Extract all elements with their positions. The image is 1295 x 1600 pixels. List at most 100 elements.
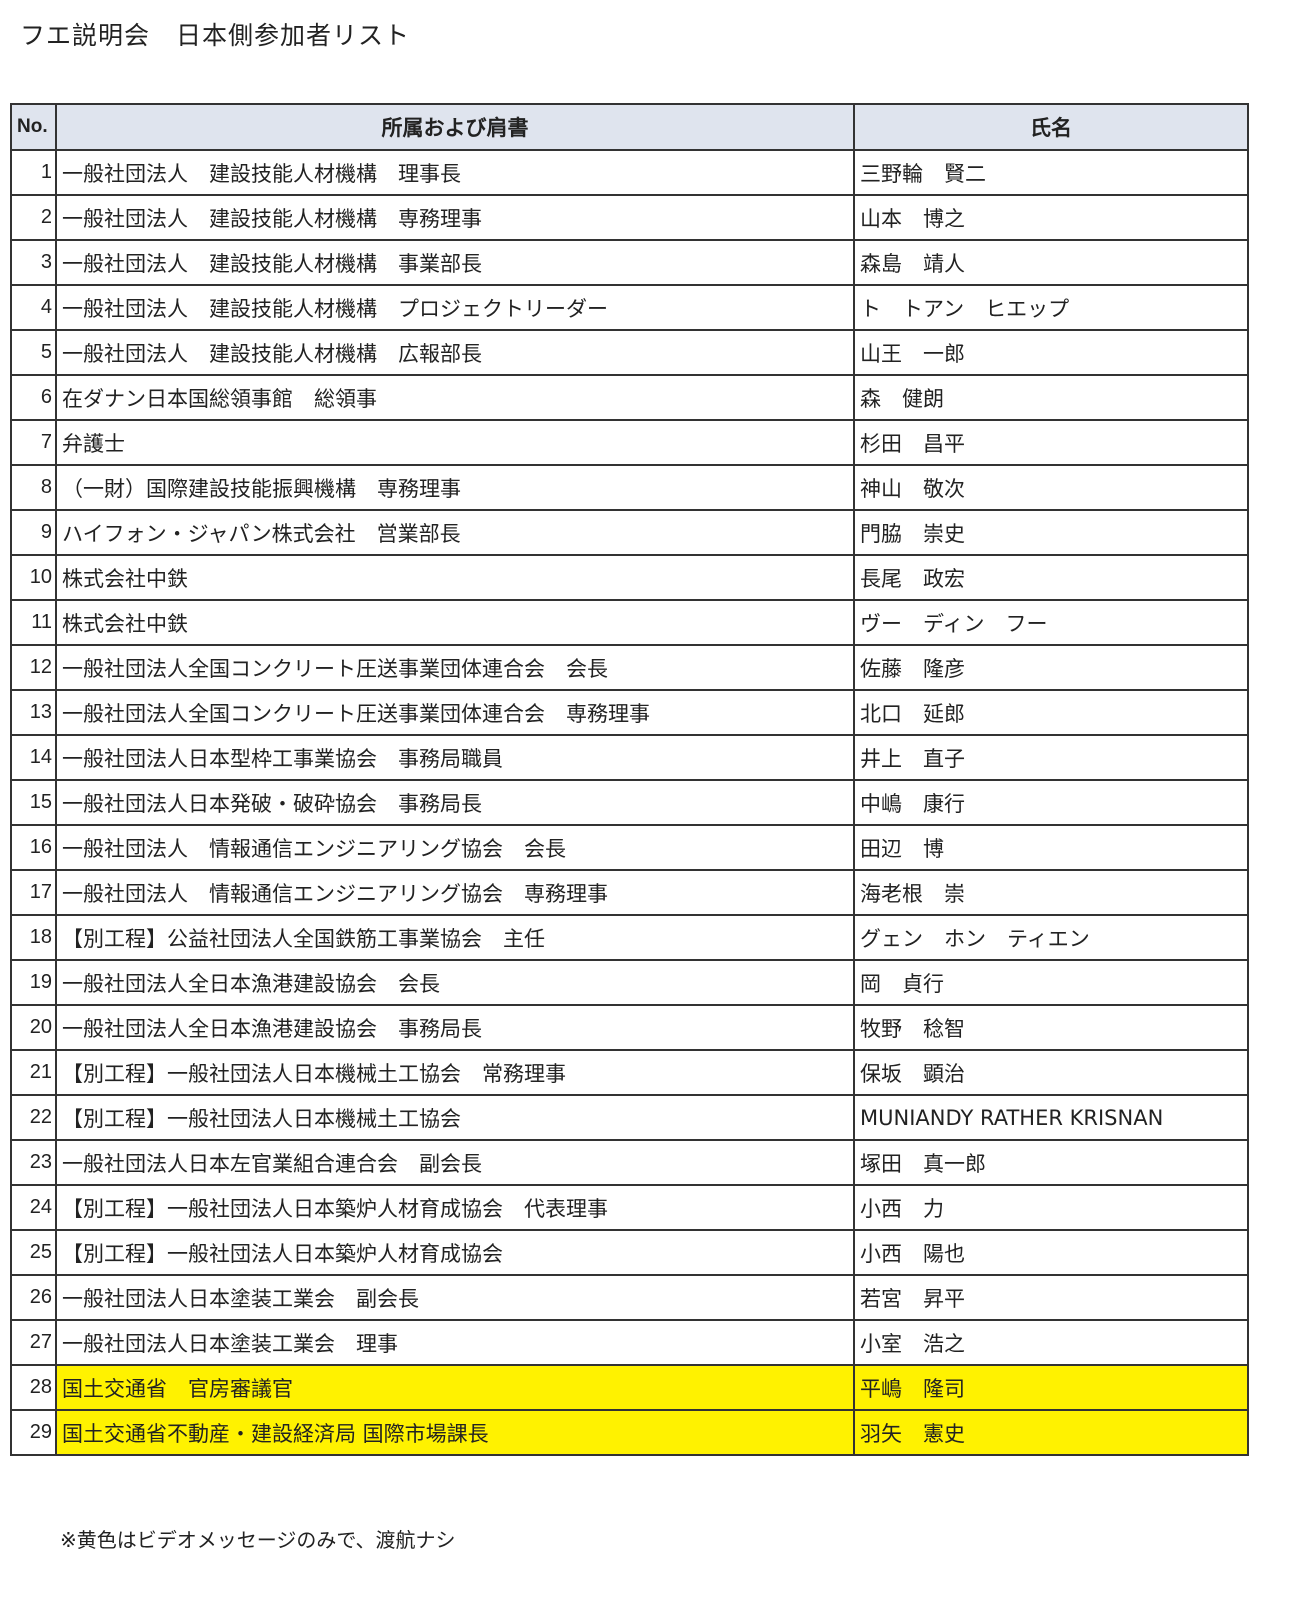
row-number: 9 <box>10 509 57 556</box>
table-row: 3 一般社団法人 建設技能人材機構 事業部長 森島 靖人 <box>10 239 1249 286</box>
row-name: 山王 一郎 <box>853 329 1249 376</box>
table-row: 11 株式会社中鉄 ヴー ディン フー <box>10 599 1249 646</box>
document-title: フエ説明会 日本側参加者リスト <box>20 21 411 50</box>
row-name: ヴー ディン フー <box>853 599 1249 646</box>
table-row: 13 一般社団法人全国コンクリート圧送事業団体連合会 専務理事 北口 延郎 <box>10 689 1249 736</box>
row-name: 三野輪 賢二 <box>853 149 1249 196</box>
table-row: 1 一般社団法人 建設技能人材機構 理事長 三野輪 賢二 <box>10 149 1249 196</box>
row-affiliation: 株式会社中鉄 <box>55 554 855 601</box>
row-number: 17 <box>10 869 57 916</box>
row-number: 25 <box>10 1229 57 1276</box>
row-affiliation: 一般社団法人 情報通信エンジニアリング協会 会長 <box>55 824 855 871</box>
row-name: 岡 貞行 <box>853 959 1249 1006</box>
row-affiliation: 【別工程】一般社団法人日本築炉人材育成協会 <box>55 1229 855 1276</box>
footnote: ※黄色はビデオメッセージのみで、渡航ナシ <box>60 1528 456 1552</box>
row-affiliation: 一般社団法人 建設技能人材機構 専務理事 <box>55 194 855 241</box>
row-name: 若宮 昇平 <box>853 1274 1249 1321</box>
row-number: 23 <box>10 1139 57 1186</box>
table-row: 12 一般社団法人全国コンクリート圧送事業団体連合会 会長 佐藤 隆彦 <box>10 644 1249 691</box>
row-affiliation: （一財）国際建設技能振興機構 専務理事 <box>55 464 855 511</box>
row-name: 山本 博之 <box>853 194 1249 241</box>
table-row: 10 株式会社中鉄 長尾 政宏 <box>10 554 1249 601</box>
table-row: 25 【別工程】一般社団法人日本築炉人材育成協会 小西 陽也 <box>10 1229 1249 1276</box>
header-affiliation: 所属および肩書 <box>55 103 855 151</box>
row-name: 北口 延郎 <box>853 689 1249 736</box>
row-name: 門脇 崇史 <box>853 509 1249 556</box>
row-name: 保坂 顕治 <box>853 1049 1249 1096</box>
row-name: 田辺 博 <box>853 824 1249 871</box>
row-name: グェン ホン ティエン <box>853 914 1249 961</box>
row-name: 森 健朗 <box>853 374 1249 421</box>
table-row: 17 一般社団法人 情報通信エンジニアリング協会 専務理事 海老根 崇 <box>10 869 1249 916</box>
row-affiliation: 【別工程】一般社団法人日本築炉人材育成協会 代表理事 <box>55 1184 855 1231</box>
header-no: No. <box>10 103 57 151</box>
row-number: 1 <box>10 149 57 196</box>
row-number: 21 <box>10 1049 57 1096</box>
row-name: 長尾 政宏 <box>853 554 1249 601</box>
row-affiliation: 【別工程】公益社団法人全国鉄筋工事業協会 主任 <box>55 914 855 961</box>
row-affiliation: 一般社団法人 建設技能人材機構 プロジェクトリーダー <box>55 284 855 331</box>
table-header-row: No. 所属および肩書 氏名 <box>10 103 1249 151</box>
table-row: 5 一般社団法人 建設技能人材機構 広報部長 山王 一郎 <box>10 329 1249 376</box>
row-affiliation: 一般社団法人日本左官業組合連合会 副会長 <box>55 1139 855 1186</box>
row-number: 27 <box>10 1319 57 1366</box>
row-affiliation: 【別工程】一般社団法人日本機械土工協会 <box>55 1094 855 1141</box>
table-row: 23 一般社団法人日本左官業組合連合会 副会長 塚田 真一郎 <box>10 1139 1249 1186</box>
row-affiliation: 一般社団法人日本発破・破砕協会 事務局長 <box>55 779 855 826</box>
row-name: 海老根 崇 <box>853 869 1249 916</box>
table-row: 14 一般社団法人日本型枠工事業協会 事務局職員 井上 直子 <box>10 734 1249 781</box>
row-number: 28 <box>10 1364 57 1411</box>
row-affiliation: ハイフォン・ジャパン株式会社 営業部長 <box>55 509 855 556</box>
row-number: 5 <box>10 329 57 376</box>
row-affiliation: 一般社団法人日本塗装工業会 副会長 <box>55 1274 855 1321</box>
row-affiliation: 国土交通省 官房審議官 <box>55 1364 855 1411</box>
row-affiliation: 【別工程】一般社団法人日本機械土工協会 常務理事 <box>55 1049 855 1096</box>
row-affiliation: 一般社団法人全日本漁港建設協会 会長 <box>55 959 855 1006</box>
row-number: 14 <box>10 734 57 781</box>
table-row: 20 一般社団法人全日本漁港建設協会 事務局長 牧野 稔智 <box>10 1004 1249 1051</box>
row-name: 森島 靖人 <box>853 239 1249 286</box>
row-name: 杉田 昌平 <box>853 419 1249 466</box>
table-row: 16 一般社団法人 情報通信エンジニアリング協会 会長 田辺 博 <box>10 824 1249 871</box>
table-row: 26 一般社団法人日本塗装工業会 副会長 若宮 昇平 <box>10 1274 1249 1321</box>
row-number: 18 <box>10 914 57 961</box>
participant-table: No. 所属および肩書 氏名 1 一般社団法人 建設技能人材機構 理事長 三野輪 賢… <box>10 103 1249 1456</box>
row-number: 13 <box>10 689 57 736</box>
row-name: 小室 浩之 <box>853 1319 1249 1366</box>
row-affiliation: 一般社団法人全日本漁港建設協会 事務局長 <box>55 1004 855 1051</box>
table-row: 24 【別工程】一般社団法人日本築炉人材育成協会 代表理事 小西 力 <box>10 1184 1249 1231</box>
row-name: ト トアン ヒエップ <box>853 284 1249 331</box>
row-number: 29 <box>10 1409 57 1456</box>
table-row: 22 【別工程】一般社団法人日本機械土工協会 MUNIANDY RATHER KRI… <box>10 1094 1249 1141</box>
row-number: 20 <box>10 1004 57 1051</box>
row-affiliation: 一般社団法人全国コンクリート圧送事業団体連合会 会長 <box>55 644 855 691</box>
row-name: 中嶋 康行 <box>853 779 1249 826</box>
row-name: 佐藤 隆彦 <box>853 644 1249 691</box>
row-number: 12 <box>10 644 57 691</box>
table-row: 4 一般社団法人 建設技能人材機構 プロジェクトリーダート トアン ヒエップ <box>10 284 1249 331</box>
row-name: 平嶋 隆司 <box>853 1364 1249 1411</box>
row-number: 11 <box>10 599 57 646</box>
row-name: 牧野 稔智 <box>853 1004 1249 1051</box>
row-name: 小西 力 <box>853 1184 1249 1231</box>
row-affiliation: 在ダナン日本国総領事館 総領事 <box>55 374 855 421</box>
table-row: 27 一般社団法人日本塗装工業会 理事 小室 浩之 <box>10 1319 1249 1366</box>
row-affiliation: 一般社団法人日本塗装工業会 理事 <box>55 1319 855 1366</box>
row-name: 塚田 真一郎 <box>853 1139 1249 1186</box>
row-affiliation: 一般社団法人 情報通信エンジニアリング協会 専務理事 <box>55 869 855 916</box>
row-number: 7 <box>10 419 57 466</box>
table-row: 28 国土交通省 官房審議官 平嶋 隆司 <box>10 1364 1249 1411</box>
row-affiliation: 国土交通省不動産・建設経済局 国際市場課長 <box>55 1409 855 1456</box>
row-number: 6 <box>10 374 57 421</box>
row-name: 神山 敬次 <box>853 464 1249 511</box>
row-number: 3 <box>10 239 57 286</box>
row-number: 16 <box>10 824 57 871</box>
row-number: 4 <box>10 284 57 331</box>
row-number: 8 <box>10 464 57 511</box>
row-number: 19 <box>10 959 57 1006</box>
row-number: 10 <box>10 554 57 601</box>
row-affiliation: 一般社団法人日本型枠工事業協会 事務局職員 <box>55 734 855 781</box>
row-affiliation: 株式会社中鉄 <box>55 599 855 646</box>
row-number: 26 <box>10 1274 57 1321</box>
table-row: 21 【別工程】一般社団法人日本機械土工協会 常務理事 保坂 顕治 <box>10 1049 1249 1096</box>
